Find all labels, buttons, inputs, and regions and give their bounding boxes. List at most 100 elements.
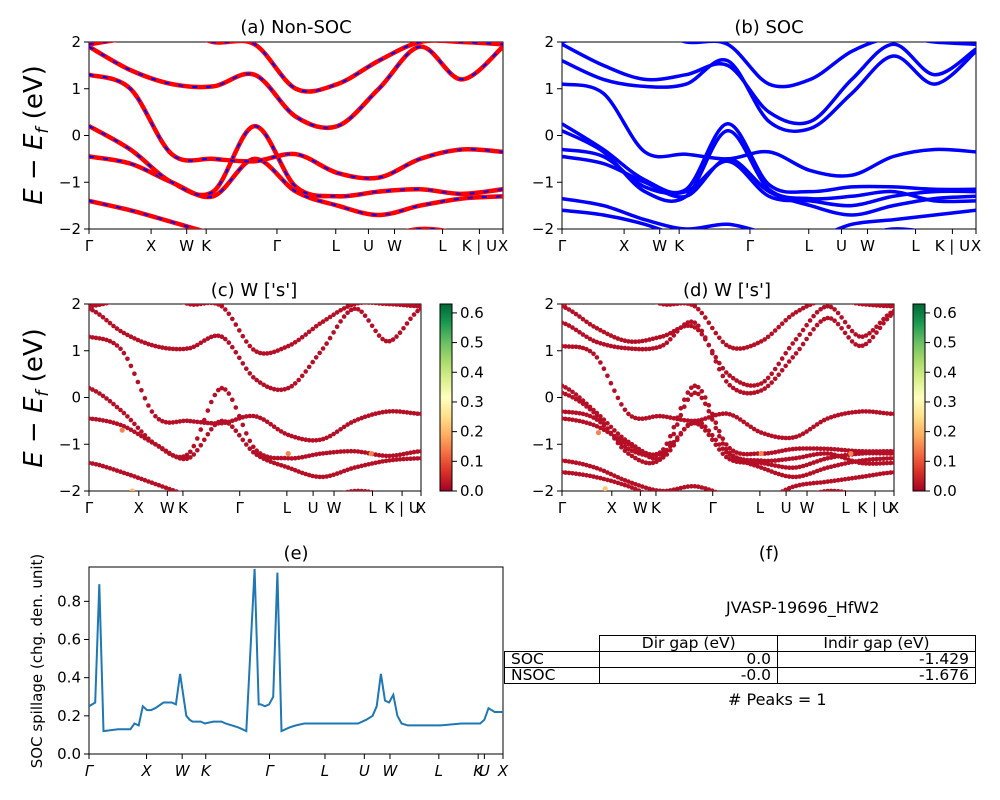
band-point: [282, 464, 288, 469]
band-point: [807, 453, 813, 458]
band-point: [107, 338, 113, 344]
band-point: [734, 455, 739, 460]
x-tick-label: K: [201, 762, 212, 780]
band-point: [338, 470, 343, 475]
band-point: [612, 428, 617, 433]
band-point: [369, 461, 375, 466]
band-point: [163, 485, 169, 491]
band-point: [867, 473, 872, 478]
band-point: [870, 457, 876, 462]
x-tick-label: Γ: [85, 762, 95, 780]
band-point: [605, 342, 610, 348]
x-tick-label: Γ: [85, 237, 94, 255]
band-point: [769, 469, 774, 474]
x-tick-label: Γ: [746, 237, 755, 255]
band-point: [710, 413, 715, 419]
x-tick-label: X: [497, 762, 509, 780]
band-point: [685, 484, 691, 489]
band-point: [867, 409, 872, 414]
band-line: [562, 196, 976, 229]
band-point: [713, 412, 719, 418]
band-point: [408, 450, 413, 456]
band-point: [320, 346, 326, 351]
band-point: [793, 310, 799, 315]
band-point: [772, 366, 778, 372]
band-point: [226, 419, 232, 425]
band-point: [594, 413, 600, 418]
band-point: [114, 421, 120, 427]
x-tick-label: W: [387, 237, 402, 255]
band-point: [661, 304, 666, 307]
band-line: [562, 49, 976, 134]
band-point: [846, 476, 851, 482]
band-point: [790, 456, 795, 461]
band-point: [612, 388, 617, 394]
band-point: [825, 297, 830, 302]
band-point: [664, 304, 670, 307]
band-point: [622, 437, 628, 442]
band-point: [244, 366, 249, 372]
band-point: [685, 423, 691, 429]
band-point: [619, 287, 624, 292]
band-point: [394, 453, 399, 458]
band-point: [132, 429, 137, 435]
band-point: [766, 506, 771, 511]
band-point: [174, 454, 179, 460]
band-point: [703, 428, 708, 433]
band-point: [807, 446, 813, 451]
band-point: [629, 441, 635, 447]
band-point: [387, 409, 392, 414]
panel-f-title: (f): [759, 543, 779, 564]
band-point: [128, 334, 134, 340]
band-point: [772, 434, 778, 440]
band-point: [303, 332, 309, 337]
band-point: [797, 307, 802, 313]
band-point: [90, 335, 95, 340]
band-point: [90, 307, 95, 313]
band-point: [776, 361, 781, 367]
band-point: [111, 401, 116, 407]
band-point: [818, 451, 823, 457]
band-point: [703, 510, 708, 515]
band-point: [888, 449, 893, 454]
band-point: [863, 473, 869, 479]
band-point: [717, 442, 722, 447]
band-point: [111, 420, 116, 426]
y-tick-label: 1: [71, 342, 81, 360]
band-point: [657, 450, 663, 455]
band-point: [818, 307, 823, 312]
band-point: [285, 343, 291, 349]
band-point: [601, 417, 607, 423]
band-point: [359, 449, 364, 455]
band-point: [835, 321, 841, 327]
band-point: [226, 311, 232, 317]
band-point: [891, 460, 894, 466]
band-point: [342, 490, 346, 491]
band-point: [682, 397, 687, 403]
colorbar-tick-label: 0.4: [460, 363, 484, 381]
band-point: [587, 348, 593, 354]
band-point: [299, 436, 305, 442]
band-point: [615, 480, 621, 486]
band-point: [797, 474, 802, 479]
band-point: [566, 344, 572, 349]
band-point: [835, 462, 841, 468]
band-point: [790, 312, 795, 317]
band-point: [418, 304, 421, 309]
band-point: [174, 296, 179, 301]
band-point: [797, 346, 802, 352]
band-point: [206, 499, 211, 504]
band-point: [888, 411, 893, 417]
band-point: [856, 409, 862, 415]
band-point: [615, 336, 621, 341]
band-point: [713, 354, 719, 360]
band-point: [870, 461, 876, 466]
band-point: [153, 481, 158, 487]
band-point: [366, 462, 371, 467]
band-point: [816, 304, 819, 305]
band-point: [272, 510, 277, 515]
band-point: [706, 428, 712, 434]
band-point: [251, 347, 256, 352]
x-tick-label: L: [332, 237, 341, 255]
band-point: [285, 432, 291, 438]
